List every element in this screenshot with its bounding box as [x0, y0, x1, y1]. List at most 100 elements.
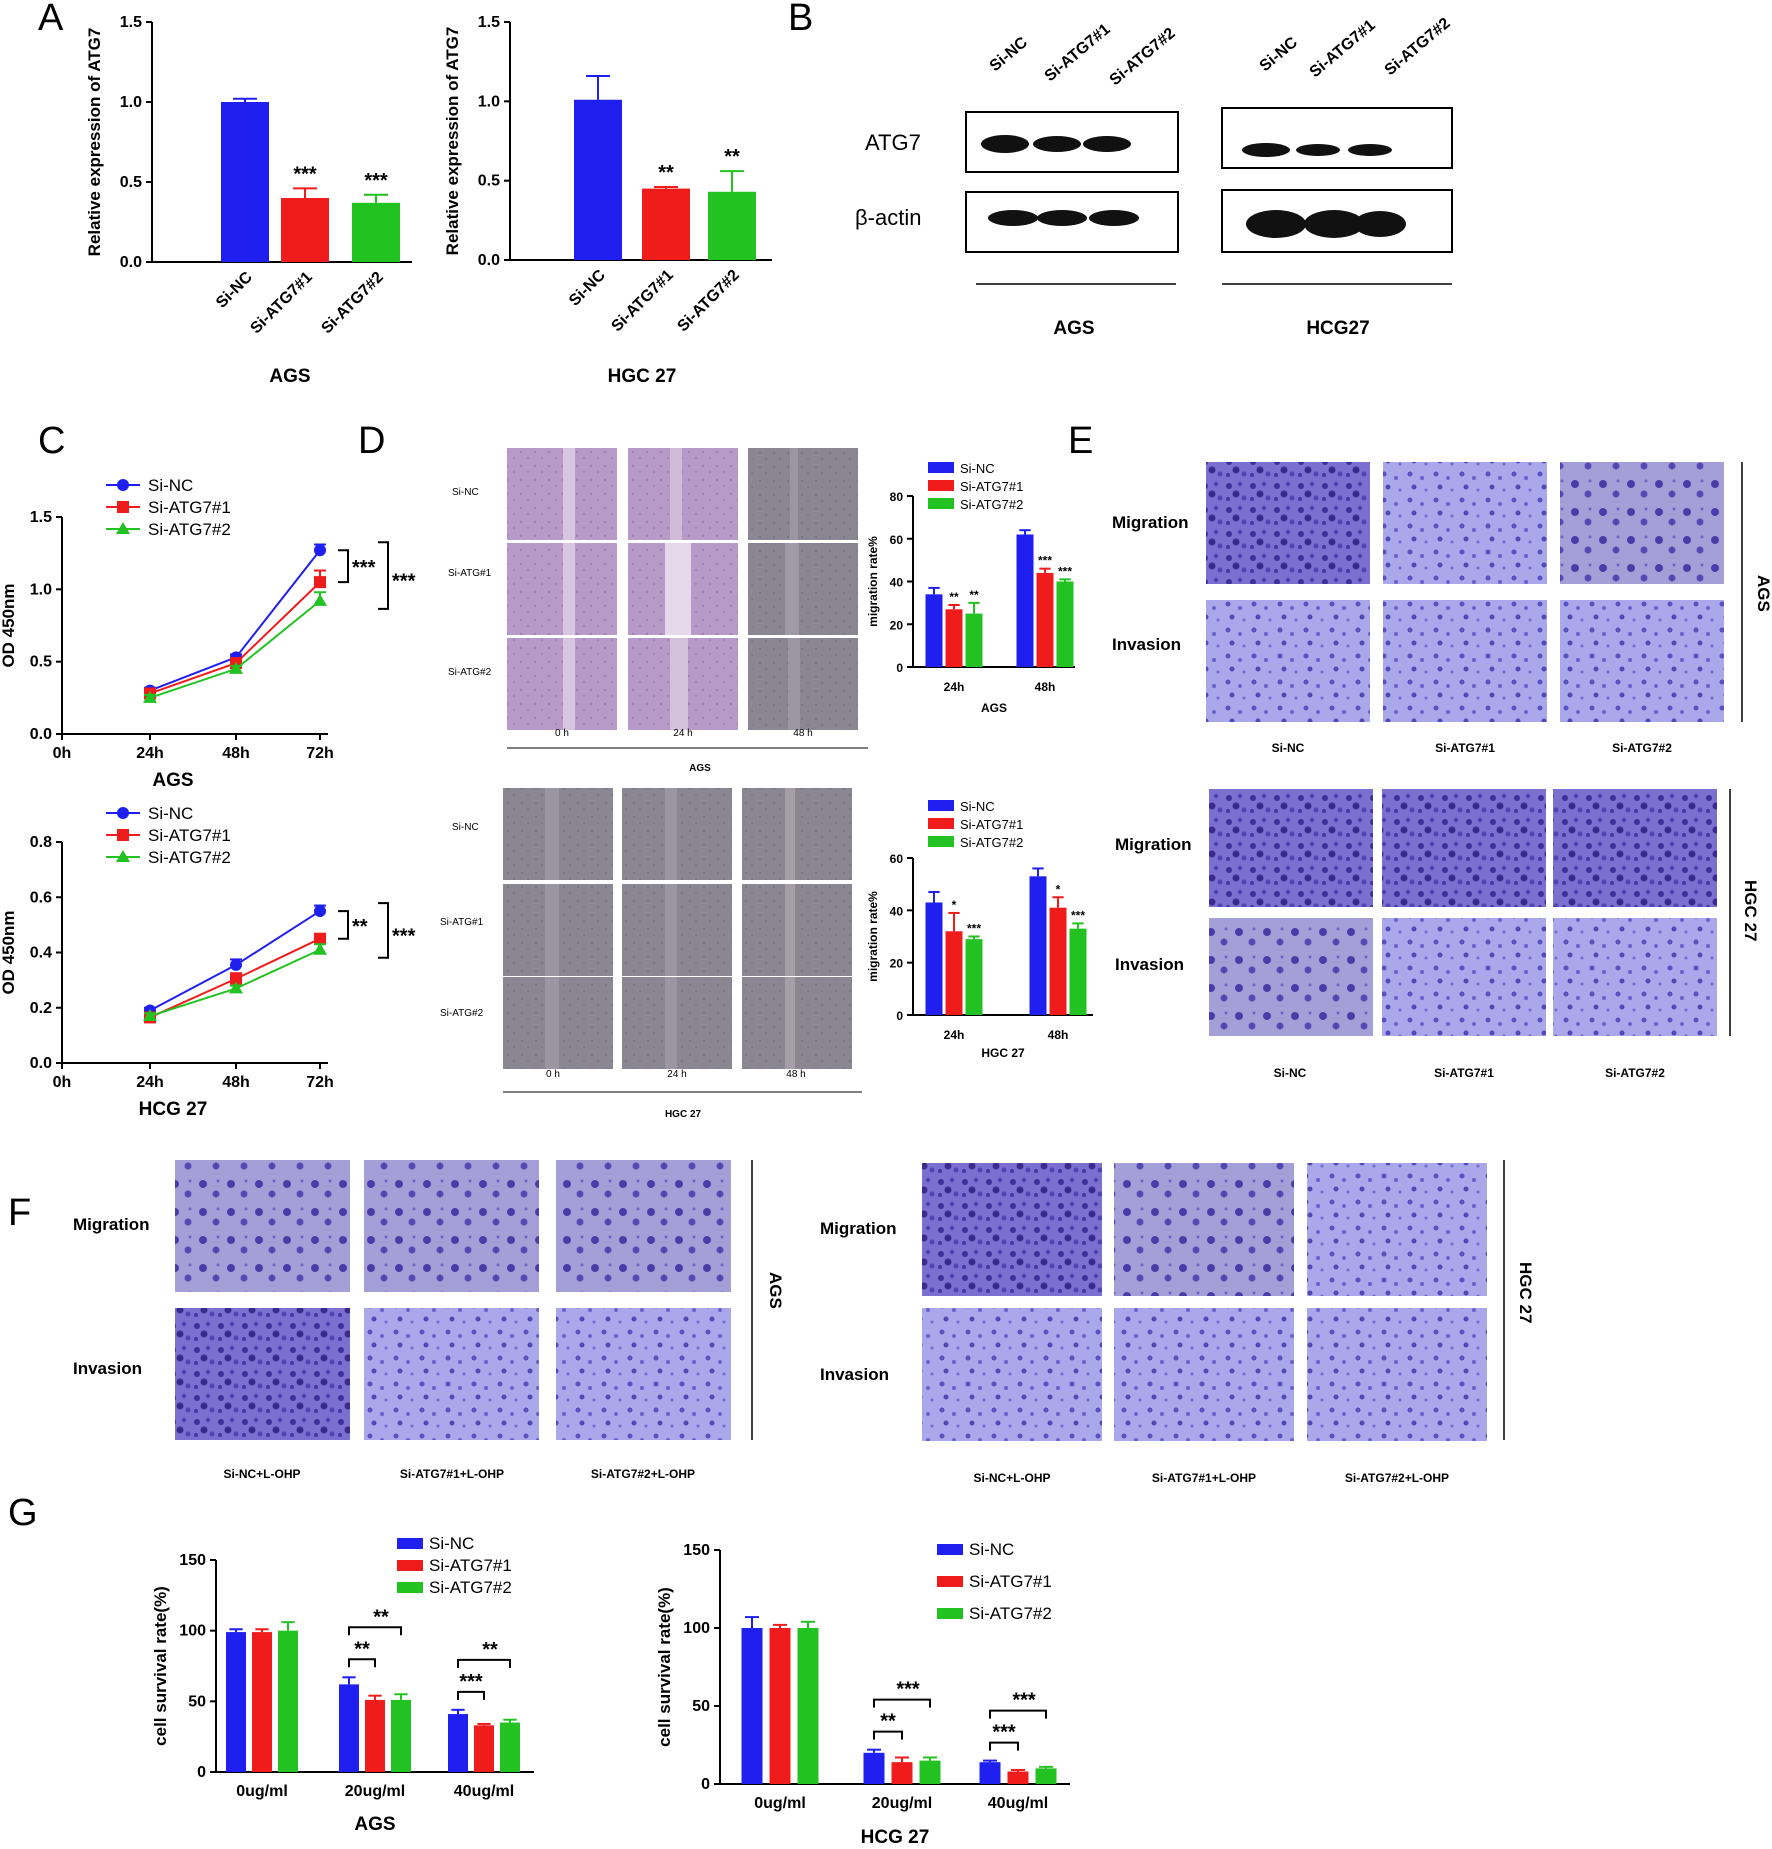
blot-band [1348, 144, 1392, 156]
significance-bracket [378, 902, 389, 959]
bar [797, 1628, 819, 1784]
significance-bracket [457, 1690, 485, 1700]
x-tick-label: 72h [306, 745, 334, 762]
transwell-row-label: Migration [1115, 835, 1192, 854]
y-tick-label: 1.0 [478, 93, 500, 110]
y-tick-label: 0.5 [478, 173, 500, 190]
blot-band [1083, 136, 1131, 152]
legend-swatch [937, 1608, 963, 1619]
y-tick-label: 0.2 [30, 1000, 52, 1017]
y-axis-label: OD 450nm [0, 910, 18, 994]
bar [1029, 876, 1047, 1015]
data-point [230, 958, 242, 971]
chart-a-hgc27: 0.0 0.5 1.0 1.5 Si-NC ** Si-ATG7#1 ** Si-ATG7#2 R… [443, 14, 772, 387]
x-tick-label: 24h [944, 680, 965, 694]
significance-label: *** [1038, 554, 1052, 568]
y-tick-label: 0 [701, 1776, 710, 1793]
y-axis-label: cell survival rate(%) [151, 1586, 170, 1746]
data-point [313, 942, 327, 955]
x-tick-label: 40ug/ml [988, 1795, 1048, 1812]
legend-swatch [397, 1582, 423, 1593]
bar [1007, 1771, 1029, 1784]
x-axis-label: AGS [354, 1814, 395, 1835]
legend-swatch [397, 1538, 423, 1549]
y-tick-label: 40 [890, 904, 904, 918]
bar [925, 594, 943, 667]
data-point [143, 690, 157, 703]
transwell-col-label: Si-NC+L-OHP [223, 1467, 300, 1481]
x-tick-label: 24h [136, 745, 164, 762]
transwell-row-label: Migration [1112, 513, 1189, 532]
x-tick-label: 72h [306, 1074, 334, 1091]
transwell-col-label: Si-ATG7#1+L-OHP [400, 1467, 504, 1481]
bar [281, 198, 329, 262]
blot-box [1221, 107, 1453, 169]
legend-label: Si-ATG7#1 [429, 1556, 512, 1575]
bar [391, 1699, 411, 1772]
x-tick-label: Si-ATG7#1 [608, 267, 676, 335]
x-tick-label: 0h [53, 1074, 72, 1091]
legend-label: Si-ATG7#1 [960, 479, 1023, 494]
legend-label: Si-ATG7#2 [960, 835, 1023, 850]
blot-band [981, 135, 1029, 153]
transwell-group-label: AGS [766, 1272, 785, 1309]
legend-label: Si-ATG7#1 [148, 826, 231, 845]
bar [352, 202, 400, 262]
wound-row-label: Si-ATG#1 [448, 568, 492, 579]
significance-bracket [457, 1658, 511, 1668]
y-tick-label: 0.8 [30, 834, 52, 851]
bar [741, 1628, 763, 1784]
y-axis-label: Relative expression of ATG7 [85, 28, 104, 257]
significance-label: *** [896, 1679, 920, 1701]
significance-label: *** [392, 925, 416, 947]
bar [365, 1699, 385, 1772]
bar [574, 99, 622, 260]
x-tick-label: 24h [136, 1074, 164, 1091]
significance-bracket [338, 549, 349, 584]
blot-band [1037, 210, 1087, 226]
significance-bracket [989, 1709, 1047, 1719]
x-tick-label: 0ug/ml [236, 1783, 288, 1800]
bar [339, 1684, 359, 1772]
y-tick-label: 40 [890, 576, 904, 590]
y-axis-label: migration rate% [866, 891, 880, 982]
transwell-group-label: AGS [1754, 575, 1772, 612]
panel-label-a: A [38, 0, 64, 39]
x-axis-label: HCG 27 [861, 1827, 930, 1848]
legend-marker [117, 479, 129, 491]
bar [945, 931, 963, 1015]
transwell-col-label: Si-ATG7#2+L-OHP [591, 1467, 695, 1481]
x-axis-label: HCG 27 [139, 1099, 208, 1120]
significance-label: *** [459, 1671, 483, 1693]
y-tick-label: 1.5 [478, 14, 500, 31]
bar [221, 102, 269, 262]
x-axis-label: AGS [269, 366, 310, 387]
y-tick-label: 1.0 [30, 581, 52, 598]
series-line [149, 581, 321, 695]
chart-d-ags: 0 20 40 60 80 ** ** 24h *** *** 48h Si-NC Si-ATG7#1 S… [866, 461, 1075, 715]
x-tick-label: 48h [1035, 680, 1056, 694]
significance-bracket [348, 1658, 376, 1668]
significance-bracket [873, 1698, 931, 1708]
panel-label-e: E [1068, 420, 1093, 462]
data-point [314, 932, 326, 945]
blot-band [1304, 210, 1364, 238]
blot-lane-label: Si-NC [987, 34, 1032, 75]
x-axis-label: AGS [981, 701, 1007, 715]
y-tick-label: 150 [179, 1552, 206, 1569]
y-tick-label: 0.0 [30, 1055, 52, 1072]
transwell-row-label: Invasion [1112, 635, 1181, 654]
wound-images-hgc27: Si-NC Si-ATG#1 Si-ATG#2 0 h 24 h 48 h HG… [440, 788, 862, 1120]
significance-label: ** [969, 588, 979, 602]
x-tick-label: 40ug/ml [454, 1783, 514, 1800]
panel-label-b: B [788, 0, 813, 39]
blot-lane-label: Si-ATG7#2 [1107, 25, 1179, 89]
y-tick-label: 0.0 [120, 254, 142, 271]
bar [863, 1752, 885, 1784]
bar [945, 609, 963, 667]
transwell-col-label: Si-ATG7#1 [1434, 1066, 1494, 1080]
bar [925, 902, 943, 1015]
blot-band [1246, 210, 1306, 238]
y-axis-label: migration rate% [866, 536, 880, 627]
